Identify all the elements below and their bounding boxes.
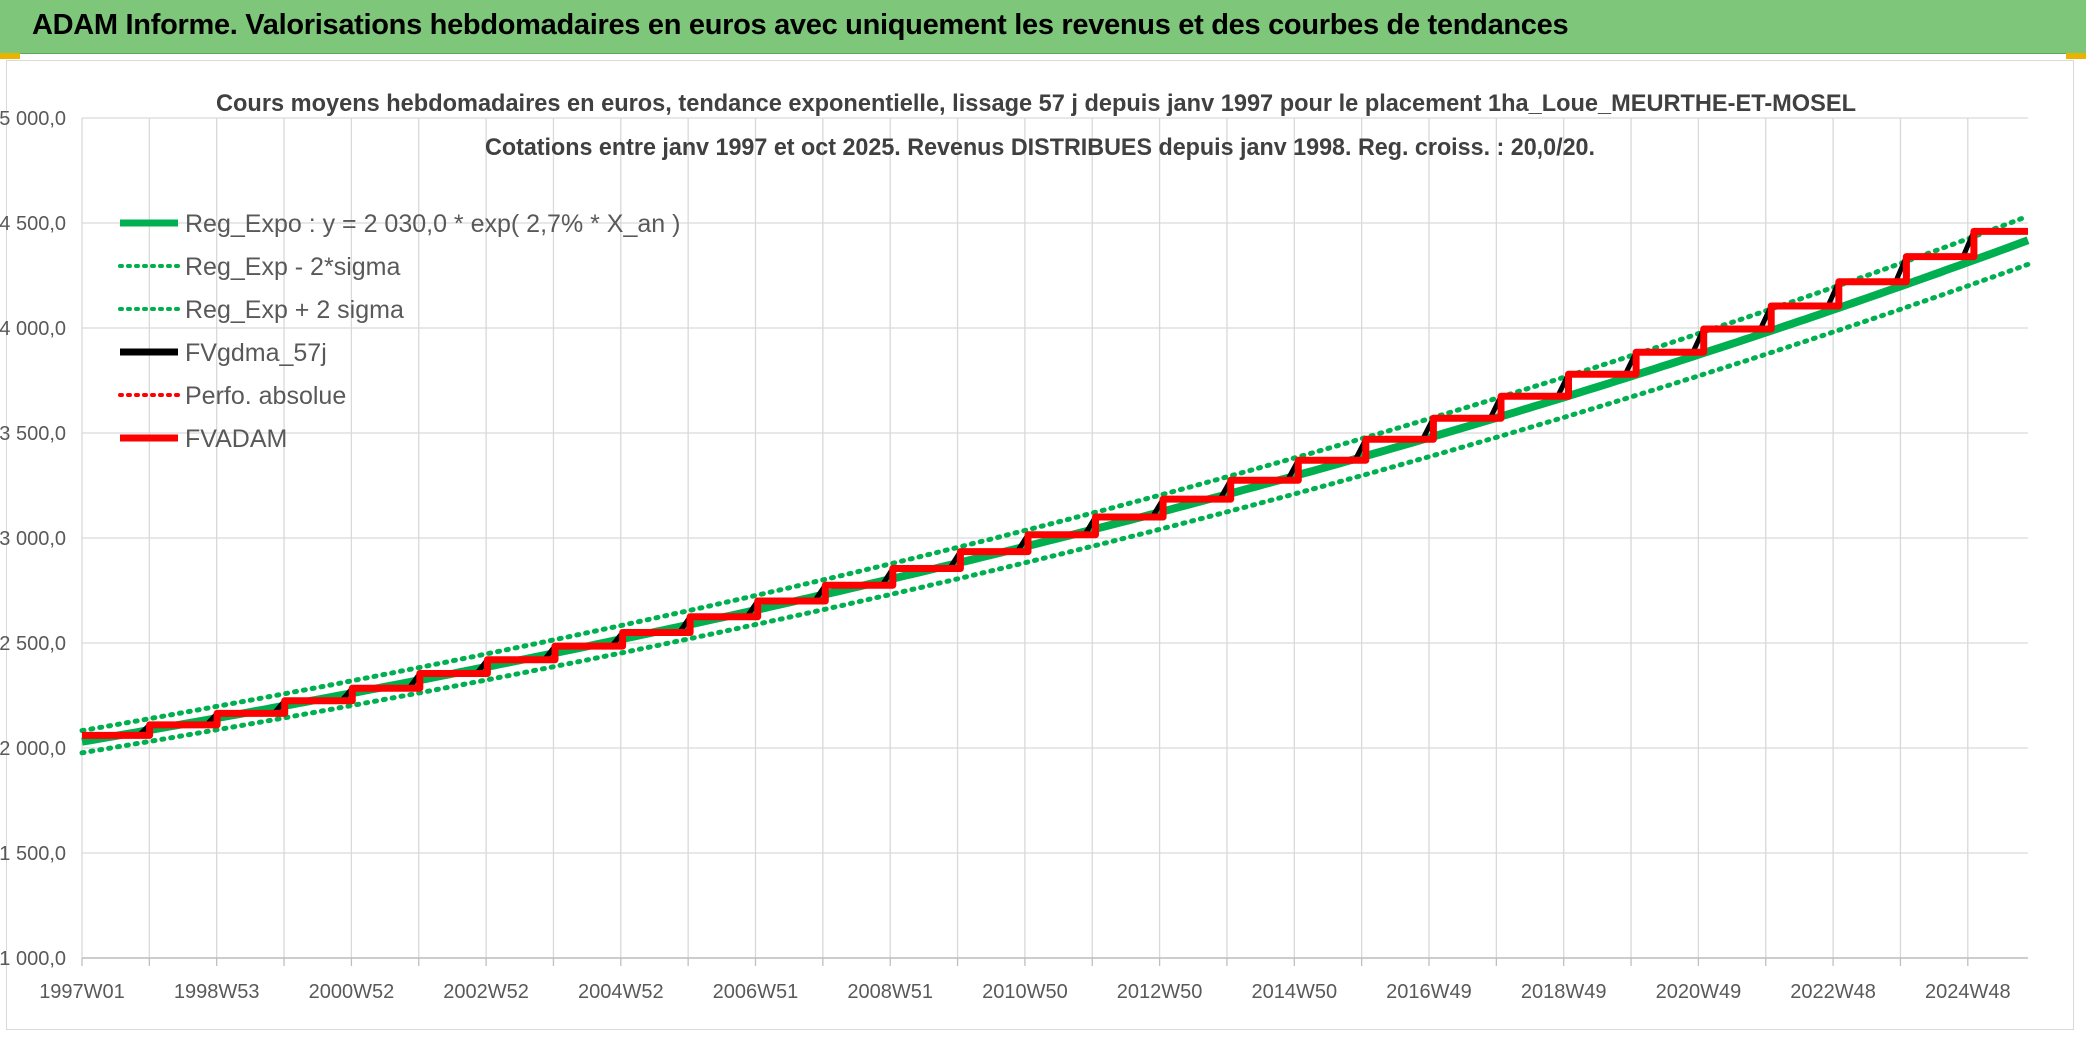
- grid-lines: [81, 117, 2028, 959]
- y-tick-label: 3 000,0: [0, 528, 66, 550]
- x-tick-label: 2016W49: [1386, 981, 1472, 1003]
- y-tick-label: 1 000,0: [0, 948, 66, 970]
- x-tick-label: 2018W49: [1521, 981, 1607, 1003]
- series-reg-exp-minus-2sigma: [79, 261, 2031, 756]
- y-tick-label: 2 500,0: [0, 633, 66, 655]
- x-tick-label: 2000W52: [309, 981, 395, 1003]
- y-tick-label: 2 000,0: [0, 738, 66, 760]
- y-tick-label: 4 000,0: [0, 318, 66, 340]
- x-tick-label: 2024W48: [1925, 981, 2011, 1003]
- legend-label: FVADAM: [185, 425, 287, 453]
- series-fvadam: [82, 227, 2028, 739]
- y-tick-label: 4 500,0: [0, 213, 66, 235]
- legend-label: Perfo. absolue: [185, 382, 346, 410]
- chart-subtitle: Cotations entre janv 1997 et oct 2025. R…: [485, 134, 1595, 161]
- y-tick-label: 1 500,0: [0, 843, 66, 865]
- x-tick-label: 2004W52: [578, 981, 664, 1003]
- x-tick-label: 2010W50: [982, 981, 1068, 1003]
- x-tick-label: 2012W50: [1117, 981, 1203, 1003]
- series-reg-exp-plus-2sigma: [79, 213, 2031, 734]
- legend-label: FVgdma_57j: [185, 339, 327, 367]
- plot-area: [79, 213, 2031, 756]
- x-tick-label: 2014W50: [1251, 981, 1337, 1003]
- corner-marker: [0, 53, 20, 59]
- x-tick-label: 2020W49: [1656, 981, 1742, 1003]
- chart-title: Cours moyens hebdomadaires en euros, ten…: [216, 90, 1856, 117]
- x-tick-label: 2022W48: [1790, 981, 1876, 1003]
- x-tick-label: 2002W52: [443, 981, 529, 1003]
- legend: Reg_Expo : y = 2 030,0 * exp( 2,7% * X_a…: [118, 210, 680, 453]
- legend-label: Reg_Exp - 2*sigma: [185, 253, 400, 281]
- y-tick-label: 5 000,0: [0, 108, 66, 130]
- report-banner: ADAM Informe. Valorisations hebdomadaire…: [0, 0, 2086, 54]
- report-title: ADAM Informe. Valorisations hebdomadaire…: [32, 9, 1569, 41]
- x-tick-label: 2008W51: [847, 981, 933, 1003]
- x-tick-label: 1998W53: [174, 981, 260, 1003]
- legend-label: Reg_Exp + 2 sigma: [185, 296, 404, 324]
- axes: 1 000,0 1 500,0 2 000,0 2 500,0 3 000,0 3 500…: [0, 108, 2028, 1003]
- y-tick-label: 3 500,0: [0, 423, 66, 445]
- corner-marker: [2066, 53, 2086, 59]
- legend-label: Reg_Expo : y = 2 030,0 * exp( 2,7% * X_a…: [185, 210, 680, 238]
- x-tick-label: 1997W01: [39, 981, 125, 1003]
- x-tick-label: 2006W51: [713, 981, 799, 1003]
